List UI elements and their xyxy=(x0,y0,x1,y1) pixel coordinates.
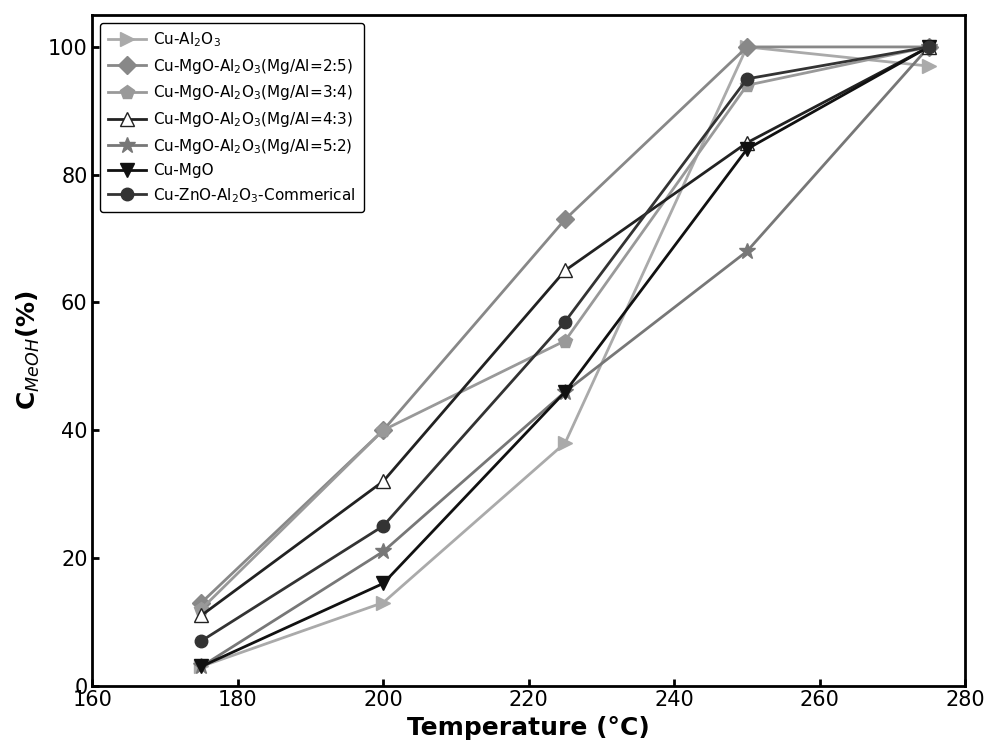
Line: Cu-MgO-Al$_2$O$_3$(Mg/Al=4:3): Cu-MgO-Al$_2$O$_3$(Mg/Al=4:3) xyxy=(195,40,936,622)
Y-axis label: C$_{MeOH}$(%): C$_{MeOH}$(%) xyxy=(15,291,42,410)
Cu-MgO-Al$_2$O$_3$(Mg/Al=2:5) xyxy=(559,215,571,224)
Cu-MgO-Al$_2$O$_3$(Mg/Al=2:5) xyxy=(377,426,389,435)
Line: Cu-MgO-Al$_2$O$_3$(Mg/Al=5:2): Cu-MgO-Al$_2$O$_3$(Mg/Al=5:2) xyxy=(193,39,937,675)
Cu-MgO-Al$_2$O$_3$(Mg/Al=5:2) xyxy=(195,662,207,671)
Cu-ZnO-Al$_2$O$_3$-Commerical xyxy=(559,317,571,326)
Cu-MgO-Al$_2$O$_3$(Mg/Al=3:4) xyxy=(559,336,571,345)
Cu-Al$_2$O$_3$ xyxy=(741,42,753,51)
Cu-MgO-Al$_2$O$_3$(Mg/Al=5:2) xyxy=(741,247,753,256)
Cu-MgO-Al$_2$O$_3$(Mg/Al=2:5) xyxy=(741,42,753,51)
Cu-MgO-Al$_2$O$_3$(Mg/Al=5:2) xyxy=(559,387,571,396)
Cu-MgO-Al$_2$O$_3$(Mg/Al=4:3) xyxy=(559,266,571,275)
Cu-MgO-Al$_2$O$_3$(Mg/Al=4:3) xyxy=(923,42,935,51)
Cu-MgO xyxy=(923,42,935,51)
Line: Cu-MgO-Al$_2$O$_3$(Mg/Al=2:5): Cu-MgO-Al$_2$O$_3$(Mg/Al=2:5) xyxy=(195,41,935,609)
Cu-Al$_2$O$_3$ xyxy=(195,662,207,671)
Cu-MgO-Al$_2$O$_3$(Mg/Al=5:2) xyxy=(377,547,389,556)
Cu-MgO-Al$_2$O$_3$(Mg/Al=3:4) xyxy=(195,605,207,614)
Cu-MgO xyxy=(377,579,389,588)
Cu-ZnO-Al$_2$O$_3$-Commerical xyxy=(195,636,207,646)
Legend: Cu-Al$_2$O$_3$, Cu-MgO-Al$_2$O$_3$(Mg/Al=2:5), Cu-MgO-Al$_2$O$_3$(Mg/Al=3:4), Cu: Cu-Al$_2$O$_3$, Cu-MgO-Al$_2$O$_3$(Mg/Al… xyxy=(100,23,364,212)
Cu-MgO xyxy=(195,662,207,671)
Line: Cu-MgO-Al$_2$O$_3$(Mg/Al=3:4): Cu-MgO-Al$_2$O$_3$(Mg/Al=3:4) xyxy=(195,40,936,616)
Cu-MgO-Al$_2$O$_3$(Mg/Al=2:5) xyxy=(923,42,935,51)
Line: Cu-Al$_2$O$_3$: Cu-Al$_2$O$_3$ xyxy=(195,40,936,673)
Cu-MgO-Al$_2$O$_3$(Mg/Al=4:3) xyxy=(741,138,753,147)
Line: Cu-MgO: Cu-MgO xyxy=(195,40,936,673)
Cu-ZnO-Al$_2$O$_3$-Commerical xyxy=(923,42,935,51)
Cu-MgO-Al$_2$O$_3$(Mg/Al=3:4) xyxy=(923,42,935,51)
Cu-MgO xyxy=(741,145,753,154)
X-axis label: Temperature (°C): Temperature (°C) xyxy=(407,716,650,740)
Cu-ZnO-Al$_2$O$_3$-Commerical xyxy=(741,74,753,83)
Cu-MgO-Al$_2$O$_3$(Mg/Al=3:4) xyxy=(741,81,753,90)
Cu-Al$_2$O$_3$ xyxy=(559,439,571,448)
Cu-MgO-Al$_2$O$_3$(Mg/Al=2:5) xyxy=(195,598,207,607)
Cu-MgO-Al$_2$O$_3$(Mg/Al=3:4) xyxy=(377,426,389,435)
Cu-MgO-Al$_2$O$_3$(Mg/Al=4:3) xyxy=(195,611,207,620)
Cu-MgO xyxy=(559,387,571,396)
Line: Cu-ZnO-Al$_2$O$_3$-Commerical: Cu-ZnO-Al$_2$O$_3$-Commerical xyxy=(195,41,935,647)
Cu-Al$_2$O$_3$ xyxy=(377,598,389,607)
Cu-Al$_2$O$_3$ xyxy=(923,62,935,71)
Cu-MgO-Al$_2$O$_3$(Mg/Al=4:3) xyxy=(377,476,389,485)
Cu-MgO-Al$_2$O$_3$(Mg/Al=5:2) xyxy=(923,42,935,51)
Cu-ZnO-Al$_2$O$_3$-Commerical xyxy=(377,522,389,531)
